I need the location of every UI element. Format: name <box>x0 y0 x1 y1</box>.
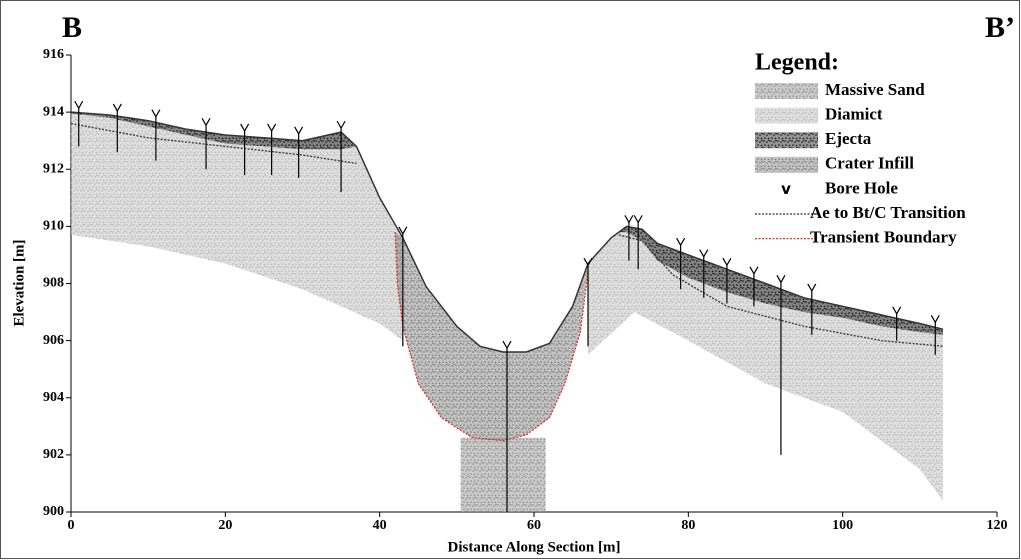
bore-hole-symbol <box>776 275 786 284</box>
bore-hole-symbol <box>930 315 940 324</box>
legend-swatch <box>755 83 818 99</box>
legend-label: Massive Sand <box>825 80 925 99</box>
boundary-line <box>70 122 944 347</box>
bore-hole-symbol <box>722 257 732 267</box>
bore-hole-symbol <box>398 226 408 236</box>
x-axis-label: Distance Along Section [m] <box>448 539 621 555</box>
bore-hole-symbol <box>112 103 122 113</box>
bore-hole-symbol <box>502 340 512 350</box>
legend-label: Ejecta <box>825 129 872 148</box>
bore-hole-symbol <box>583 257 593 267</box>
legend-label: Transient Boundary <box>810 228 957 247</box>
y-tick-label: 916 <box>43 47 64 62</box>
x-tick-label: 80 <box>681 518 695 533</box>
boundary-line <box>394 232 589 442</box>
bore-hole-symbol <box>151 109 161 118</box>
x-tick-label: 60 <box>527 518 541 533</box>
bore-hole-symbol <box>240 123 250 133</box>
layer-area <box>460 437 546 512</box>
bore-hole-symbol <box>749 266 759 275</box>
y-tick-label: 914 <box>43 104 64 119</box>
y-tick-label: 912 <box>43 161 64 176</box>
legend-label: Bore Hole <box>825 178 898 197</box>
bore-hole-symbol <box>676 237 686 247</box>
legend-swatch <box>755 107 818 124</box>
corner-label: B’ <box>985 11 1015 44</box>
legend-symbol: v <box>781 180 791 198</box>
layer-area <box>395 232 588 441</box>
layer-area <box>71 112 943 501</box>
bore-hole-symbol <box>201 117 211 127</box>
y-tick-label: 900 <box>43 504 64 519</box>
legend-label: Diamict <box>825 105 883 124</box>
corner-label: B <box>62 11 82 44</box>
y-tick-label: 908 <box>43 276 64 291</box>
legend-label: Ae to Bt/C Transition <box>810 203 966 222</box>
bore-hole-symbol <box>699 249 709 258</box>
y-tick-label: 904 <box>43 390 64 405</box>
x-tick-label: 100 <box>832 518 853 533</box>
y-tick-label: 902 <box>43 447 64 462</box>
bore-hole-symbol <box>336 120 346 130</box>
legend-swatch <box>755 156 818 173</box>
x-tick-label: 120 <box>987 518 1008 533</box>
legend-title: Legend: <box>755 50 839 76</box>
x-tick-label: 0 <box>68 518 75 533</box>
ground-surface <box>70 111 944 353</box>
y-tick-label: 906 <box>43 333 64 348</box>
y-axis-label: Elevation [m] <box>11 239 27 326</box>
bore-hole-symbol <box>633 215 643 224</box>
bore-hole-symbol <box>807 283 817 293</box>
y-tick-label: 910 <box>43 219 64 234</box>
bore-hole-symbol <box>267 123 277 133</box>
x-tick-label: 40 <box>373 518 387 533</box>
bore-hole-symbol <box>892 306 902 315</box>
x-tick-label: 20 <box>218 518 232 533</box>
layer-area <box>71 112 943 335</box>
bore-hole-symbol <box>74 100 84 110</box>
legend-swatch <box>755 132 818 149</box>
bore-hole-symbol <box>294 126 304 136</box>
legend-label: Crater Infill <box>825 154 914 173</box>
bore-hole-symbol <box>624 215 634 224</box>
